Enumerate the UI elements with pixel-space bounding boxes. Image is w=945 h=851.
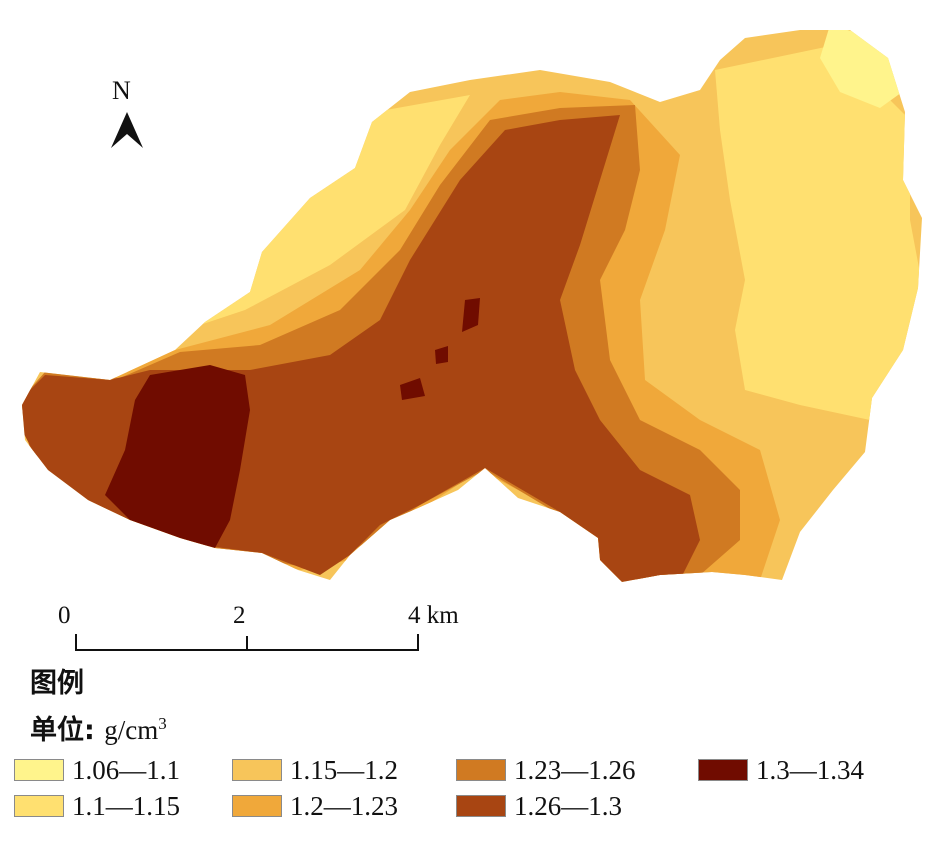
scale-bar — [75, 634, 419, 651]
legend-unit: 单位: g/cm3 — [30, 708, 167, 747]
legend-unit-base: g/cm — [104, 715, 159, 745]
legend-label: 1.23—1.26 — [514, 755, 636, 785]
legend-item-1-2-1-23: 1.2—1.23 — [232, 791, 398, 821]
legend-swatch — [698, 759, 748, 781]
legend-swatch — [14, 795, 64, 817]
scale-label-0: 0 — [58, 602, 71, 629]
legend-swatch — [232, 759, 282, 781]
legend-item-1-26-1-3: 1.26—1.3 — [456, 791, 622, 821]
legend-item-1-23-1-26: 1.23—1.26 — [456, 755, 636, 785]
zone-1-3-1-34-patch-a — [462, 298, 480, 332]
legend-unit-exponent: 3 — [158, 714, 167, 733]
legend-unit-prefix: 单位: — [30, 715, 105, 746]
zone-1-3-1-34-southwest — [105, 365, 250, 548]
zone-1-1-1-15-east — [715, 45, 922, 420]
legend-swatch — [456, 759, 506, 781]
zone-1-3-1-34-patch-c — [435, 346, 448, 364]
zone-1-3-1-34-patch-b — [400, 378, 425, 400]
legend-label: 1.06—1.1 — [72, 755, 180, 785]
legend-label: 1.3—1.34 — [756, 755, 864, 785]
legend-label: 1.2—1.23 — [290, 791, 398, 821]
legend-label: 1.26—1.3 — [514, 791, 622, 821]
north-label: N — [112, 76, 131, 105]
legend-label: 1.15—1.2 — [290, 755, 398, 785]
legend-label: 1.1—1.15 — [72, 791, 180, 821]
scale-label-4km: 4 km — [408, 602, 459, 629]
legend-item-1-3-1-34: 1.3—1.34 — [698, 755, 864, 785]
legend-item-1-15-1-2: 1.15—1.2 — [232, 755, 398, 785]
legend-item-1-1-1-15: 1.1—1.15 — [14, 791, 180, 821]
north-arrow-icon — [111, 112, 143, 148]
legend-swatch — [232, 795, 282, 817]
legend-item-1-06-1-1: 1.06—1.1 — [14, 755, 180, 785]
legend-swatch — [14, 759, 64, 781]
legend-swatch — [456, 795, 506, 817]
scale-label-2: 2 — [233, 602, 246, 629]
legend-title: 图例 — [30, 668, 84, 699]
